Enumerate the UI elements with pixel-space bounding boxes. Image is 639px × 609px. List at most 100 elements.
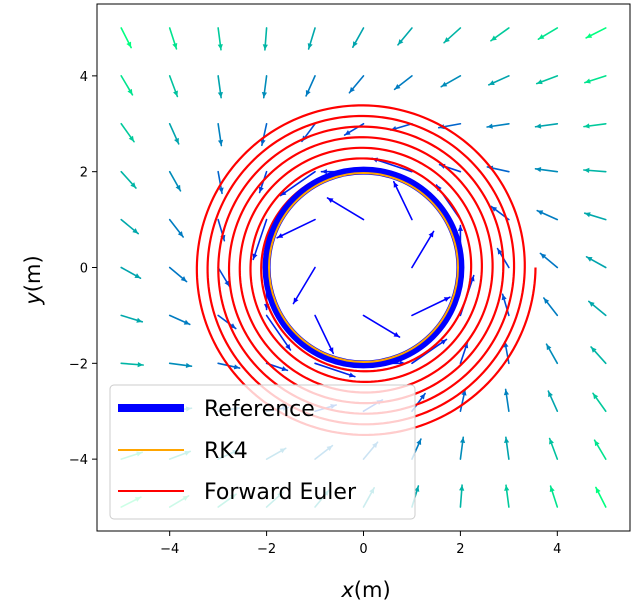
y-axis: −4 −2 0 2 4 [69, 70, 97, 468]
vector-arrow [548, 437, 559, 460]
vector-arrow [583, 212, 607, 221]
series-forward-euler [195, 104, 537, 437]
vector-arrow [217, 75, 223, 99]
series-reference [262, 166, 465, 369]
vector-arrow [348, 75, 365, 94]
vector-arrow [537, 27, 559, 40]
vector-arrow [314, 362, 356, 378]
vector-arrow [588, 300, 607, 317]
vector-arrow [443, 27, 462, 44]
vector-arrow [459, 484, 465, 508]
y-tick-label: 0 [80, 262, 88, 277]
vector-arrow [168, 75, 179, 98]
y-tick-label: −2 [69, 357, 88, 372]
vector-arrow [411, 230, 435, 269]
vector-arrow [393, 75, 413, 91]
vector-arrow [504, 484, 510, 508]
vector-arrow [547, 390, 559, 413]
vector-arrow [168, 27, 178, 50]
legend-label-reference: Reference [204, 397, 315, 422]
vector-arrow [265, 314, 292, 351]
vector-arrow [504, 436, 510, 460]
vector-arrow [590, 346, 607, 365]
vector-arrow [120, 170, 137, 189]
vector-arrow [168, 218, 184, 238]
vector-arrow [585, 256, 607, 269]
vector-arrow [168, 362, 193, 369]
vector-arrow [536, 209, 559, 221]
vector-arrow [411, 338, 448, 365]
legend: Reference RK4 Forward Euler [109, 384, 416, 520]
vector-arrow [260, 122, 268, 147]
vector-arrow [120, 266, 142, 279]
vector-arrow [362, 314, 401, 338]
vector-arrow [276, 218, 316, 239]
vector-arrow [543, 297, 559, 317]
vector-arrow [217, 170, 224, 195]
vector-arrow [592, 392, 607, 413]
vector-arrow [583, 122, 607, 129]
vector-arrow [352, 27, 365, 48]
vector-arrow [120, 122, 135, 143]
x-tick-label: 0 [359, 542, 367, 557]
y-tick-label: 2 [80, 166, 88, 181]
vector-arrow [326, 197, 365, 221]
vector-arrow [534, 166, 559, 173]
vector-arrow [397, 27, 413, 46]
vector-arrow [584, 75, 607, 84]
vector-arrow [593, 439, 607, 460]
vector-arrow [545, 343, 559, 365]
vector-arrow [262, 27, 268, 51]
legend-label-forward-euler: Forward Euler [204, 480, 357, 505]
vector-arrow [595, 486, 607, 508]
vector-arrow [120, 361, 144, 368]
vector-arrow [487, 75, 510, 86]
vector-arrow [501, 293, 510, 317]
vector-arrow [168, 122, 180, 145]
vector-arrow [217, 27, 223, 51]
vector-arrow [279, 170, 316, 197]
vector-arrow [343, 122, 365, 136]
vector-arrow [217, 122, 224, 147]
vector-arrow [168, 314, 191, 326]
vector-arrow [307, 27, 316, 50]
vector-arrow [490, 27, 510, 42]
vector-arrow [459, 436, 466, 460]
vector-arrow [261, 75, 268, 99]
y-tick-label: −4 [69, 453, 88, 468]
x-tick-label: 2 [456, 542, 464, 557]
vector-arrow [459, 388, 467, 413]
vector-arrow [411, 296, 451, 317]
vector-arrow [549, 485, 559, 508]
vector-arrow [292, 266, 316, 305]
vector-arrow [314, 314, 335, 355]
vector-arrow [252, 218, 268, 261]
vector-arrow [583, 167, 607, 174]
trajectories [195, 104, 537, 437]
vector-arrow [305, 75, 316, 97]
vector-arrow [440, 75, 462, 88]
y-axis-label: y(m) [21, 255, 45, 305]
x-tick-label: 4 [553, 542, 561, 557]
vector-arrow [392, 180, 413, 221]
vector-arrow [120, 314, 144, 323]
vector-arrow [534, 122, 559, 129]
vector-arrow [217, 266, 231, 288]
vector-arrow [585, 27, 607, 39]
vector-arrow [168, 170, 182, 192]
x-axis-label: x(m) [340, 578, 390, 602]
vector-arrow [503, 388, 510, 413]
legend-label-rk4: RK4 [204, 439, 248, 464]
x-tick-label: −2 [257, 542, 276, 557]
vector-arrow [486, 122, 510, 129]
series-rk4 [268, 172, 459, 363]
vector-arrow [120, 218, 139, 235]
vector-arrow [539, 252, 559, 269]
y-tick-label: 4 [80, 70, 88, 85]
vector-arrow [168, 266, 188, 283]
vector-arrow [120, 75, 134, 96]
legend-box [109, 384, 416, 520]
x-axis: −4 −2 0 2 4 [160, 531, 561, 557]
vector-arrow [535, 75, 559, 85]
